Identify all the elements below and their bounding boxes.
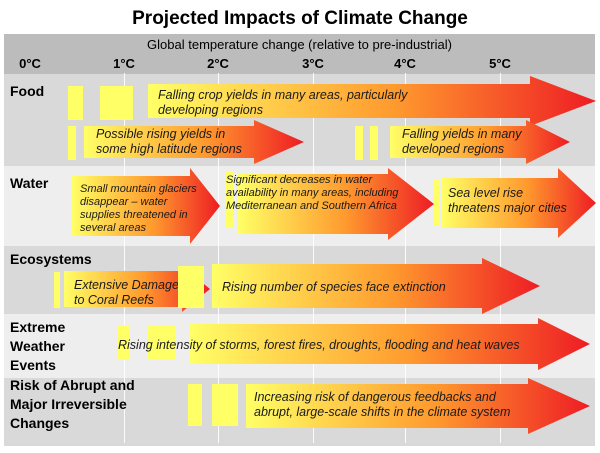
food-bar-1 xyxy=(68,86,83,120)
water-bar-2 xyxy=(434,180,440,226)
eco-arrow-coral-text: Extensive Damage to Coral Reefs xyxy=(74,278,179,307)
water-arrow-sea-level xyxy=(442,168,596,238)
eco-arrow-extinction xyxy=(212,258,540,314)
food-arrow-rising-yields-text: Possible rising yields in some high lati… xyxy=(96,127,242,156)
eco-bar-1 xyxy=(54,272,60,308)
water-bar-1 xyxy=(226,172,234,228)
eco-arrow-coral xyxy=(64,266,210,312)
abrupt-bar-2 xyxy=(212,384,238,426)
food-bar-2 xyxy=(100,86,133,120)
row-label-water: Water xyxy=(10,175,49,191)
extreme-arrow-storms-text: Rising intensity of storms, forest fires… xyxy=(118,338,520,352)
row-label-abrupt: Risk of Abrupt and Major Irreversible Ch… xyxy=(10,376,135,433)
tick-4c: 4°C xyxy=(394,56,416,71)
gridline-3c xyxy=(313,73,314,443)
abrupt-arrow-feedbacks-text: Increasing risk of dangerous feedbacks a… xyxy=(254,390,511,419)
water-arrow-glaciers-text: Small mountain glaciers disappear – wate… xyxy=(80,183,197,234)
water-arrow-sea-level-text: Sea level rise threatens major cities xyxy=(448,186,567,215)
food-bar-4 xyxy=(355,126,363,160)
gridline-2c xyxy=(218,73,219,443)
food-arrow-rising-yields xyxy=(84,120,304,164)
row-label-extreme-line3: Events xyxy=(10,357,56,373)
tick-3c: 3°C xyxy=(302,56,324,71)
extreme-bar-1 xyxy=(118,326,130,360)
water-arrow-glaciers xyxy=(72,168,220,244)
axis-label: Global temperature change (relative to p… xyxy=(147,37,452,52)
row-label-extreme-line1: Extreme xyxy=(10,319,66,335)
row-label-abrupt-line1: Risk of Abrupt and xyxy=(10,377,135,393)
row-label-food: Food xyxy=(10,83,45,99)
food-arrow-falling-yields-developed-text: Falling yields in many developed regions xyxy=(402,127,522,156)
eco-bar-2 xyxy=(178,266,204,308)
tick-5c: 5°C xyxy=(489,56,511,71)
row-label-extreme-line2: Weather xyxy=(10,338,65,354)
food-arrow-falling-yields-many-areas-text: Falling crop yields in many areas, parti… xyxy=(158,88,408,117)
axis-header-band xyxy=(4,34,595,74)
tick-0c: 0°C xyxy=(19,56,41,71)
tick-2c: 2°C xyxy=(207,56,229,71)
eco-arrow-extinction-text: Rising number of species face extinction xyxy=(222,280,446,294)
food-arrow-falling-yields-many-areas xyxy=(148,76,596,126)
water-arrow-availability-text: Significant decreases in water availabil… xyxy=(226,174,399,212)
row-label-abrupt-line2: Major Irreversible xyxy=(10,396,127,412)
row-label-extreme: Extreme Weather Events xyxy=(10,318,65,375)
tick-1c: 1°C xyxy=(113,56,135,71)
food-arrow-falling-yields-developed xyxy=(390,120,570,164)
extreme-arrow-storms xyxy=(190,318,590,370)
gridline-5c xyxy=(500,73,501,443)
row-label-ecosystems: Ecosystems xyxy=(10,251,92,267)
extreme-bar-2 xyxy=(148,326,176,360)
diagram-title: Projected Impacts of Climate Change xyxy=(132,8,468,29)
gridline-4c xyxy=(405,73,406,443)
food-bar-5 xyxy=(370,126,378,160)
row-label-abrupt-line3: Changes xyxy=(10,415,70,431)
food-bar-3 xyxy=(68,126,76,160)
gridline-1c xyxy=(124,73,125,443)
abrupt-arrow-feedbacks xyxy=(246,378,590,434)
abrupt-bar-1 xyxy=(188,384,202,426)
water-arrow-availability xyxy=(238,168,434,240)
